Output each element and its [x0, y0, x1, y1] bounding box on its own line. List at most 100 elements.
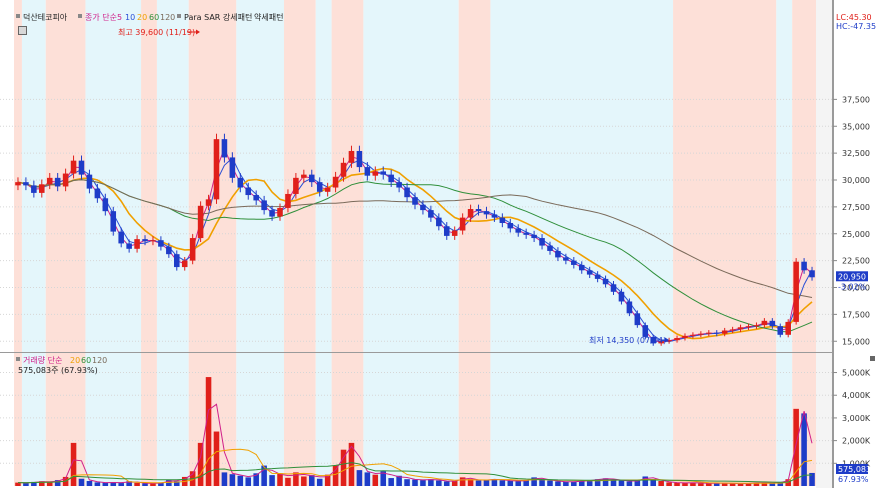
candle-body	[316, 182, 323, 192]
volume-bar	[142, 483, 148, 486]
candle-body	[94, 188, 101, 199]
candle-body	[110, 211, 117, 232]
price-legend: 덕산테코피아 종가 단순 5 10 20 60 120 Para SAR 강세패…	[16, 12, 283, 35]
candle	[610, 281, 617, 295]
candle	[15, 177, 21, 191]
candle	[197, 201, 204, 243]
candle-body	[578, 264, 585, 271]
candle	[483, 206, 490, 219]
candle-body	[229, 157, 236, 178]
candle	[181, 256, 188, 271]
candle-body	[443, 226, 450, 236]
legend-ma20: 20	[137, 13, 147, 22]
volume-bar	[571, 481, 577, 486]
price-tick-label: 27,500	[842, 203, 870, 212]
volume-tick-label: 2,000K	[842, 437, 871, 446]
pane-menu-icon[interactable]	[870, 356, 875, 361]
candle	[126, 239, 132, 253]
volume-bar	[436, 480, 442, 486]
candle	[166, 242, 172, 258]
volume-bar	[269, 475, 275, 486]
volume-bar	[682, 483, 688, 486]
volume-bar	[134, 482, 140, 486]
trend-band	[156, 0, 189, 352]
trend-band	[315, 0, 332, 352]
price-tick-label: 30,000	[842, 176, 870, 185]
price-tick-label: 20,000	[842, 284, 870, 293]
trend-band	[673, 0, 777, 352]
candle-body	[761, 320, 768, 326]
volume-bar	[94, 482, 101, 486]
candle-body	[237, 177, 244, 188]
candle	[340, 157, 347, 182]
legend-sar-label[interactable]: Para SAR 강세패턴	[184, 12, 252, 22]
trend-band	[85, 352, 142, 486]
candle-body	[698, 333, 704, 335]
candle	[491, 210, 498, 222]
candle-body	[285, 193, 291, 208]
volume-bar	[308, 475, 315, 486]
candle-body	[602, 278, 609, 285]
candle	[586, 266, 593, 279]
volume-tick-label: 5,000K	[842, 369, 871, 378]
candle	[721, 327, 728, 337]
candle-body	[451, 230, 458, 236]
legend-stock-name[interactable]: 덕산테코피아	[23, 12, 68, 22]
legend-vol-ma120: 120	[92, 356, 107, 365]
candle	[261, 195, 267, 215]
candle-body	[46, 177, 53, 185]
volume-bar	[15, 482, 21, 486]
volume-bar	[761, 483, 768, 486]
candle-body	[555, 250, 561, 258]
candle	[436, 213, 442, 231]
candle-body	[571, 260, 577, 265]
candle-body	[293, 177, 299, 194]
candle-body	[54, 177, 61, 187]
candle	[118, 227, 124, 248]
toggle-checkbox-icon[interactable]	[18, 26, 27, 35]
volume-bar	[380, 471, 387, 486]
candle	[94, 183, 101, 203]
candle-body	[586, 270, 593, 275]
candle-body	[642, 325, 649, 337]
legend-bullet-icon	[78, 14, 82, 18]
candle	[205, 194, 212, 211]
candle	[110, 206, 117, 236]
candle-body	[245, 187, 252, 196]
candle	[301, 169, 307, 183]
volume-bar	[674, 482, 680, 486]
candle	[682, 333, 688, 341]
volume-bar	[586, 480, 593, 486]
candle-body	[118, 231, 124, 244]
candle	[31, 180, 37, 198]
candle-body	[721, 330, 728, 334]
volume-bar	[658, 481, 664, 486]
candle-body	[420, 204, 426, 211]
candle-body	[308, 174, 315, 183]
current-price-value: 20,950	[838, 272, 866, 281]
candle-body	[650, 336, 656, 344]
legend-ma-label[interactable]: 종가 단순	[85, 12, 117, 22]
volume-bar	[634, 480, 641, 486]
volume-bar	[809, 472, 815, 486]
candle-body	[197, 205, 204, 239]
volume-bar	[555, 481, 561, 486]
trend-band	[85, 0, 142, 352]
trend-band	[141, 0, 157, 352]
candle	[578, 261, 585, 274]
candle	[515, 224, 522, 237]
volume-bar	[642, 476, 649, 486]
candle	[388, 169, 394, 187]
volume-bar	[475, 480, 482, 486]
candle-body	[610, 284, 617, 292]
candle-body	[396, 182, 402, 188]
legend-volume-label[interactable]: 거래량 단순	[23, 355, 62, 365]
volume-bar	[221, 472, 228, 486]
candle-body	[126, 243, 132, 249]
volume-bar	[451, 481, 458, 486]
legend-weak-label[interactable]: 약세패턴	[254, 12, 283, 22]
volume-bar	[158, 482, 164, 486]
candle	[690, 332, 696, 339]
volume-bar	[213, 431, 220, 486]
